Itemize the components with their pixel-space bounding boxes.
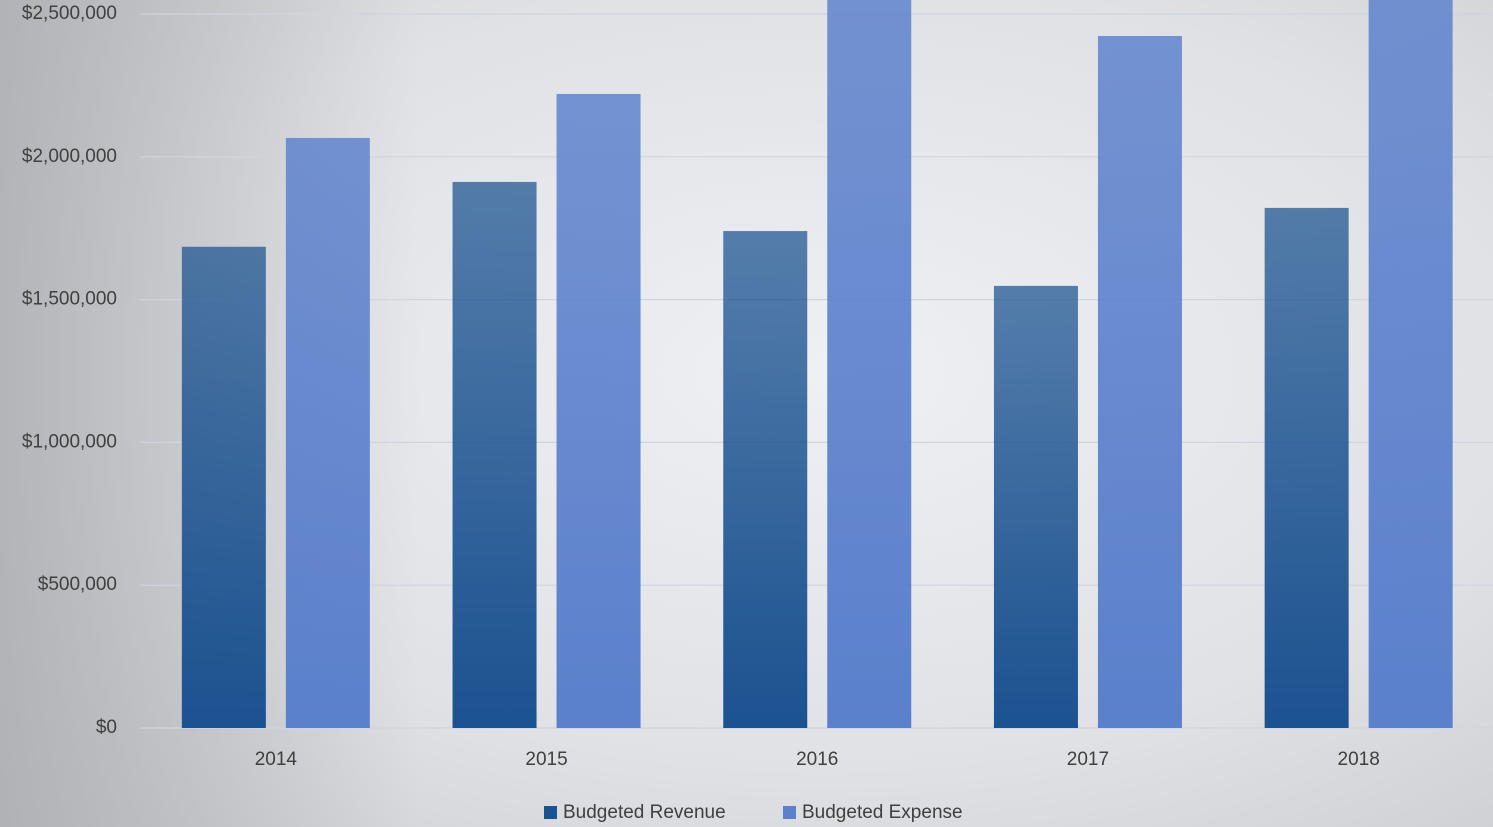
- y-tick-label: $1,000,000: [22, 431, 117, 452]
- bar: [1264, 207, 1349, 729]
- bar: [1368, 0, 1453, 728]
- y-tick-label: $1,500,000: [22, 289, 117, 310]
- bar: [827, 0, 912, 729]
- y-tick-label: $2,000,000: [22, 146, 117, 167]
- x-tick-label: 2017: [1067, 749, 1109, 770]
- x-tick-label: 2018: [1338, 749, 1380, 770]
- y-tick-label: $500,000: [38, 574, 117, 595]
- bar: [181, 246, 266, 729]
- legend-swatch: [544, 806, 557, 819]
- y-tick-label: $2,500,000: [22, 3, 117, 24]
- x-tick-label: 2014: [255, 749, 298, 770]
- x-tick-label: 2016: [796, 749, 838, 770]
- bar: [1097, 35, 1182, 728]
- bar: [452, 181, 537, 728]
- bar: [723, 231, 808, 728]
- bar: [285, 137, 370, 729]
- legend-label: Budgeted Expense: [802, 802, 963, 823]
- legend-label: Budgeted Revenue: [563, 802, 726, 823]
- y-tick-label: $0: [96, 717, 117, 738]
- bar: [993, 285, 1078, 728]
- legend-swatch: [783, 806, 796, 819]
- bar: [556, 93, 641, 728]
- x-tick-label: 2015: [525, 749, 567, 770]
